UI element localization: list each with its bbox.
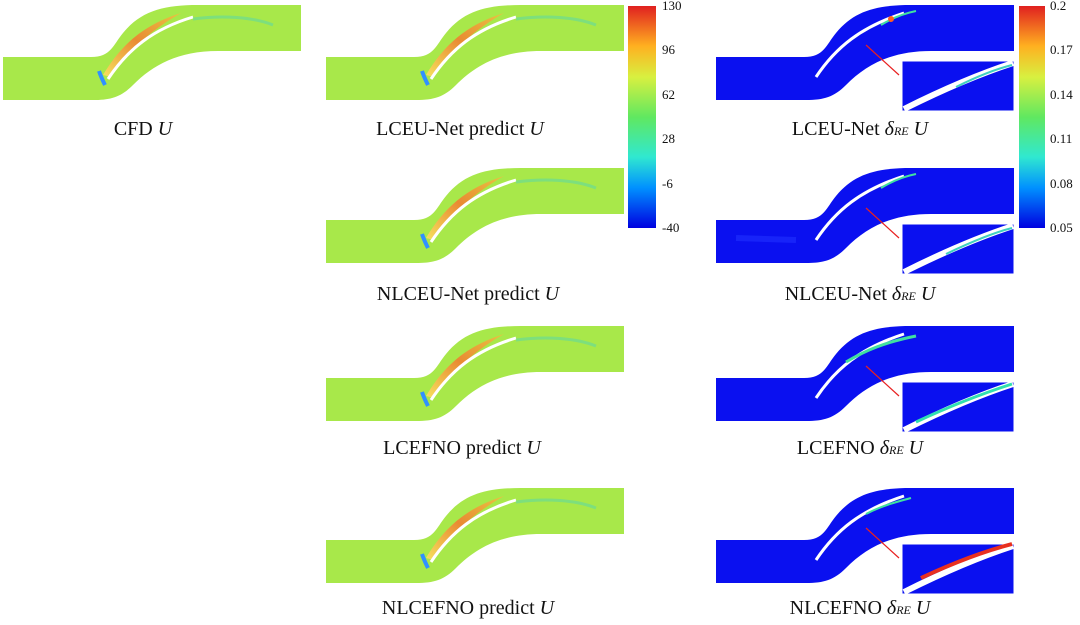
field-nlcefno bbox=[326, 488, 624, 584]
caption-nlceunet-pred: NLCEU-Net predict U bbox=[377, 283, 559, 306]
caption-delta: δ bbox=[891, 283, 902, 305]
colorbar-velocity bbox=[628, 6, 656, 228]
caption-var: U bbox=[529, 118, 544, 140]
tick-label: 0.05 bbox=[1050, 220, 1073, 235]
caption-text: LCEFNO predict bbox=[383, 437, 527, 459]
caption-var: U bbox=[910, 597, 931, 619]
tick-label: 0.2 bbox=[1050, 0, 1067, 13]
caption-delta: δ bbox=[886, 597, 897, 619]
caption-text: CFD bbox=[113, 118, 158, 140]
tick-label: -40 bbox=[662, 220, 680, 235]
caption-lcefno-err: LCEFNO δRE U bbox=[797, 437, 923, 460]
caption-var: U bbox=[157, 118, 173, 140]
caption-nlcefno-err: NLCEFNO δRE U bbox=[790, 597, 931, 620]
colorbar-error-ticks: 0.2 0.17 0.14 0.11 0.08 0.05 bbox=[1050, 0, 1078, 235]
caption-subscript: RE bbox=[901, 289, 916, 303]
error-nlcefno bbox=[716, 488, 1016, 594]
caption-text: NLCEU-Net predict bbox=[376, 283, 545, 305]
tick-label: 96 bbox=[662, 42, 675, 57]
caption-var: U bbox=[539, 597, 555, 619]
caption-text: NLCEU-Net bbox=[784, 283, 892, 305]
caption-lceunet-err: LCEU-Net δRE U bbox=[792, 118, 928, 141]
caption-subscript: RE bbox=[893, 124, 909, 138]
caption-delta: δ bbox=[879, 437, 889, 459]
error-lceunet bbox=[716, 5, 1016, 111]
caption-delta: δ bbox=[884, 118, 894, 140]
caption-var: U bbox=[526, 437, 541, 459]
caption-subscript: RE bbox=[896, 603, 911, 617]
caption-var: U bbox=[908, 118, 929, 140]
tick-label: 62 bbox=[662, 87, 675, 102]
caption-cfd: CFD U bbox=[114, 118, 172, 141]
tick-label: 0.08 bbox=[1050, 176, 1073, 191]
caption-lcefno-pred: LCEFNO predict U bbox=[383, 437, 541, 460]
tick-label: 130 bbox=[662, 0, 682, 13]
tick-label: 0.14 bbox=[1050, 87, 1073, 102]
colorbar-velocity-ticks: 130 96 62 28 -6 -40 bbox=[662, 0, 712, 235]
tick-label: 0.11 bbox=[1050, 131, 1073, 146]
caption-nlcefno-pred: NLCEFNO predict U bbox=[382, 597, 554, 620]
caption-text: NLCEFNO bbox=[789, 597, 887, 619]
tick-label: 28 bbox=[662, 131, 675, 146]
caption-lceunet-pred: LCEU-Net predict U bbox=[376, 118, 544, 141]
caption-text: LCEU-Net bbox=[791, 118, 885, 140]
colorbar-error bbox=[1019, 6, 1045, 228]
tick-label: 0.17 bbox=[1050, 42, 1073, 57]
caption-text: NLCEFNO predict bbox=[381, 597, 540, 619]
error-lcefno bbox=[716, 326, 1016, 432]
caption-var: U bbox=[915, 283, 936, 305]
caption-var: U bbox=[544, 283, 560, 305]
field-lceunet bbox=[326, 5, 624, 101]
caption-nlceunet-err: NLCEU-Net δRE U bbox=[785, 283, 936, 306]
error-nlceunet bbox=[716, 168, 1016, 274]
caption-subscript: RE bbox=[888, 443, 904, 457]
caption-var: U bbox=[903, 437, 924, 459]
field-nlceunet bbox=[326, 168, 624, 264]
caption-text: LCEU-Net predict bbox=[376, 118, 530, 140]
field-cfd bbox=[3, 5, 301, 101]
caption-text: LCEFNO bbox=[796, 437, 880, 459]
field-lcefno bbox=[326, 326, 624, 422]
tick-label: -6 bbox=[662, 176, 673, 191]
